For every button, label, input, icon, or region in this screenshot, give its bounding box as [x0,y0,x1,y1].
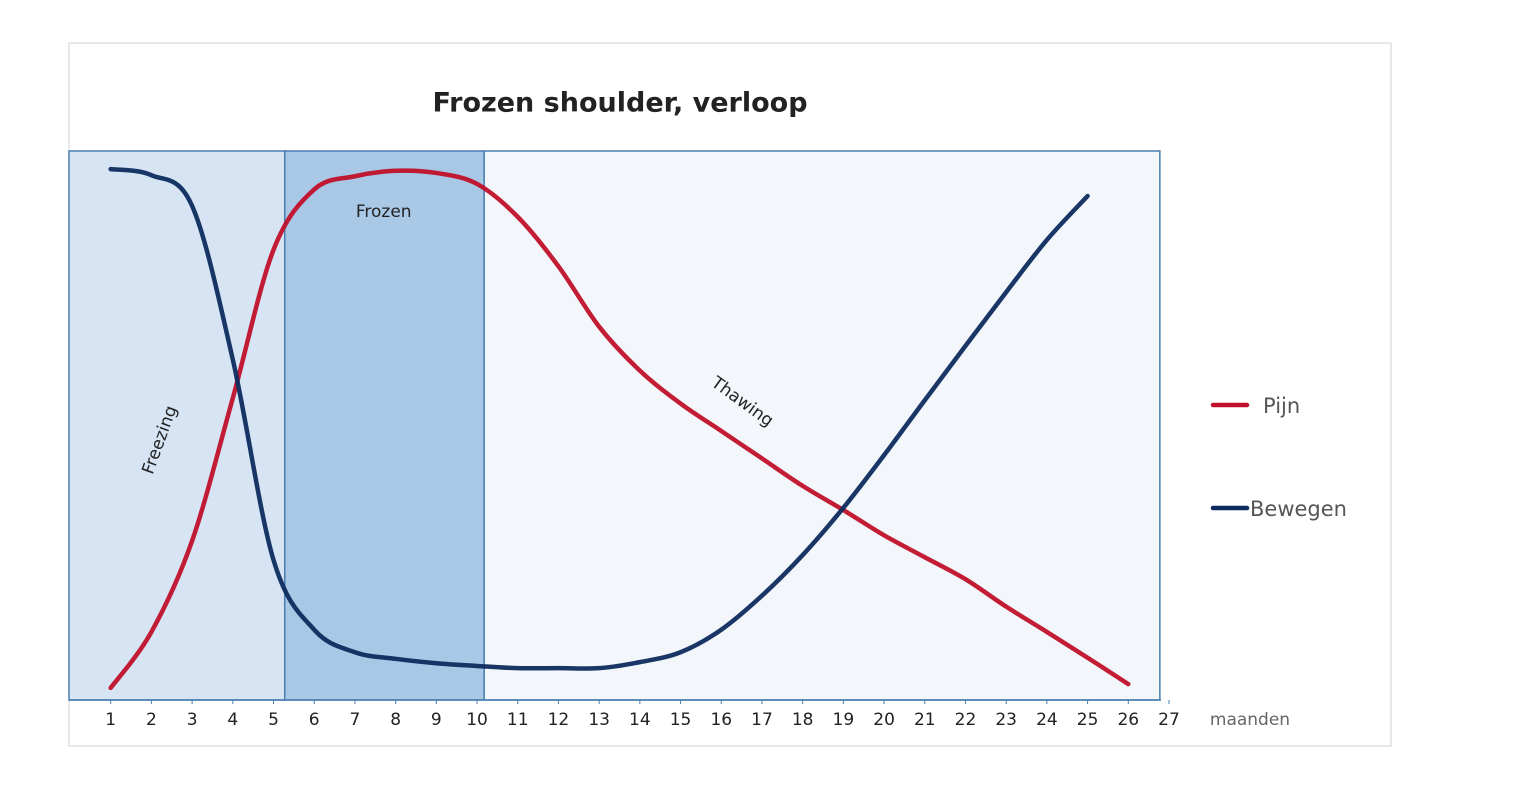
x-tick-label: 6 [309,710,320,730]
series-line [108,168,1131,691]
x-tick-label: 2 [146,710,157,730]
x-tick-label: 16 [710,710,732,730]
x-tick-label: 25 [1077,710,1099,730]
legend-label: Pijn [1263,394,1300,418]
x-tick-label: 9 [431,710,442,730]
x-tick-label: 3 [187,710,198,730]
x-tick-label: 14 [629,710,651,730]
x-tick-label: 24 [1036,710,1058,730]
x-tick-label: 23 [995,710,1017,730]
x-tick-label: 7 [350,710,361,730]
x-tick-label: 22 [955,710,977,730]
x-axis-label: maanden [1210,710,1290,730]
x-tick-label: 5 [268,710,279,730]
x-tick-label: 17 [751,710,773,730]
chart-title: Frozen shoulder, verloop [432,88,807,119]
x-tick-label: 12 [548,710,570,730]
phase-region [283,150,485,701]
x-tick-label: 27 [1158,710,1180,730]
x-tick-label: 8 [390,710,401,730]
x-tick-label: 26 [1117,710,1139,730]
x-tick-label: 4 [227,710,238,730]
x-tick-label: 13 [588,710,610,730]
phase-label: Frozen [356,202,412,222]
phase-region [68,150,286,701]
x-tick-label: 15 [670,710,692,730]
x-tick-label: 1 [105,710,116,730]
x-tick-label: 21 [914,710,936,730]
x-tick-label: 11 [507,710,529,730]
x-tick-label: 19 [833,710,855,730]
x-tick-label: 18 [792,710,814,730]
x-tick-label: 10 [466,710,488,730]
x-tick-label: 20 [873,710,895,730]
phase-region [483,150,1161,701]
legend-label: Bewegen [1250,497,1347,521]
series-line [108,166,1090,671]
